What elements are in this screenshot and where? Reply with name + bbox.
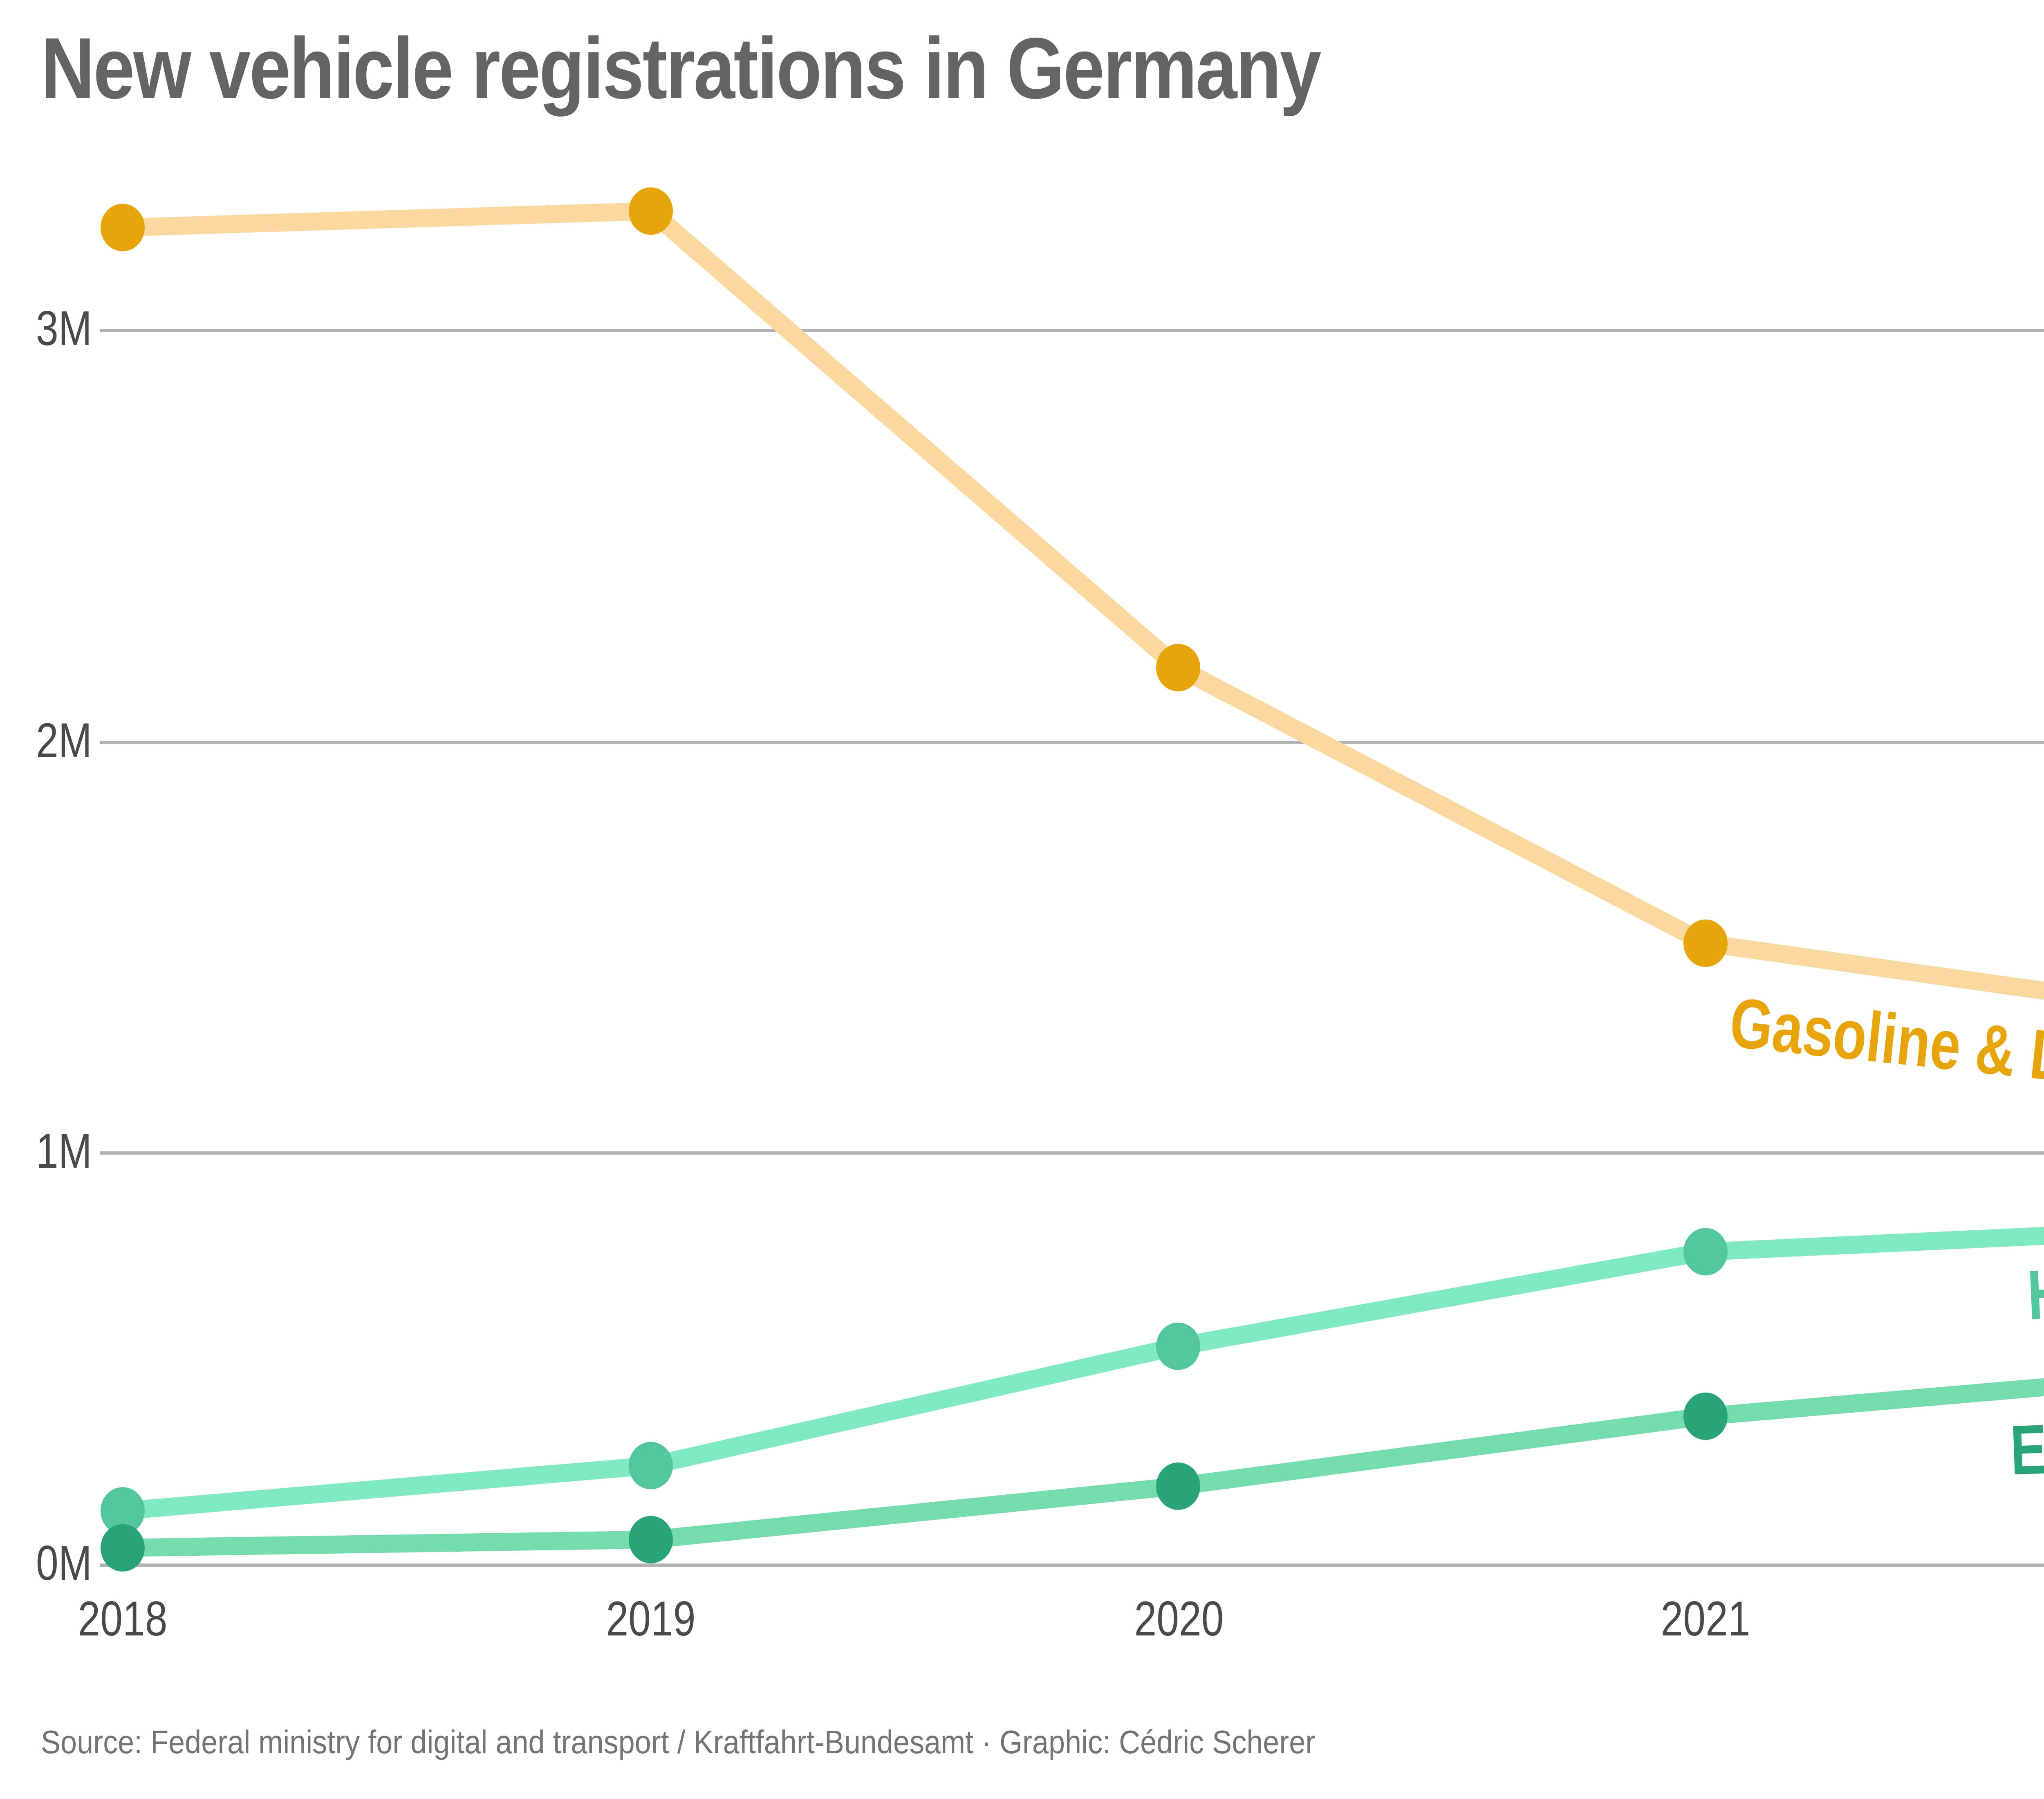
- x-axis-tick-text: 2020: [1133, 1593, 1223, 1647]
- series-line-electric: [122, 1378, 2044, 1557]
- series-label-text: Electric: [2009, 1405, 2044, 1491]
- y-axis-tick-text: 1M: [36, 1125, 92, 1179]
- series-point-hybrid-2020: [1156, 1322, 1200, 1370]
- series-label-text: Hybrid: [2026, 1249, 2044, 1336]
- y-axis-tick-label: 1M: [36, 1128, 104, 1178]
- series-point-electric-2019: [629, 1516, 673, 1563]
- series-label-electric: Electric: [1981, 1404, 2044, 1494]
- series-line-hybrid: [122, 1227, 2044, 1520]
- gridline-2M: [100, 740, 2044, 743]
- gridline-0M: [100, 1563, 2044, 1566]
- y-axis-tick-label: 3M: [36, 303, 104, 357]
- x-axis-tick-label: 2020: [1124, 1593, 1233, 1647]
- y-axis-tick-text: 0M: [36, 1537, 92, 1590]
- chart-title-text: New vehicle registrations in Germany: [41, 21, 1321, 118]
- source-caption: Source: Federal ministry for digital and…: [41, 1725, 1457, 1763]
- series-point-hybrid-2019: [629, 1442, 673, 1489]
- y-axis-tick-text: 3M: [36, 303, 92, 357]
- series-point-hybrid-2018: [101, 1487, 145, 1535]
- gridline-1M: [100, 1151, 2044, 1155]
- source-caption-text: Source: Federal ministry for digital and…: [41, 1725, 1316, 1761]
- series-label-hybrid: Hybrid: [2001, 1249, 2044, 1339]
- series-line-gasoline-diesel: [122, 202, 2044, 1000]
- gridline-3M: [100, 329, 2044, 332]
- y-axis-tick-label: 0M: [36, 1537, 104, 1590]
- series-point-gasoline-diesel-2020: [1156, 644, 1200, 691]
- series-point-electric-2020: [1156, 1462, 1200, 1510]
- series-point-hybrid-2021: [1683, 1228, 1728, 1276]
- series-point-gasoline-diesel-2018: [101, 204, 145, 251]
- x-axis-tick-label: 2019: [596, 1593, 706, 1647]
- series-point-gasoline-diesel-2019: [629, 187, 673, 235]
- series-point-electric-2021: [1683, 1392, 1728, 1440]
- x-axis-tick-label: 2018: [68, 1593, 177, 1647]
- y-axis-tick-text: 2M: [36, 714, 92, 768]
- chart-title: New vehicle registrations in Germany: [41, 20, 1528, 119]
- x-axis-tick-label: 2021: [1651, 1593, 1760, 1647]
- series-point-gasoline-diesel-2021: [1683, 919, 1728, 967]
- x-axis-tick-text: 2018: [78, 1593, 168, 1647]
- x-axis-tick-text: 2019: [606, 1593, 696, 1647]
- y-axis-tick-label: 2M: [36, 714, 104, 768]
- series-point-electric-2018: [101, 1524, 145, 1572]
- x-axis-tick-text: 2021: [1661, 1593, 1750, 1647]
